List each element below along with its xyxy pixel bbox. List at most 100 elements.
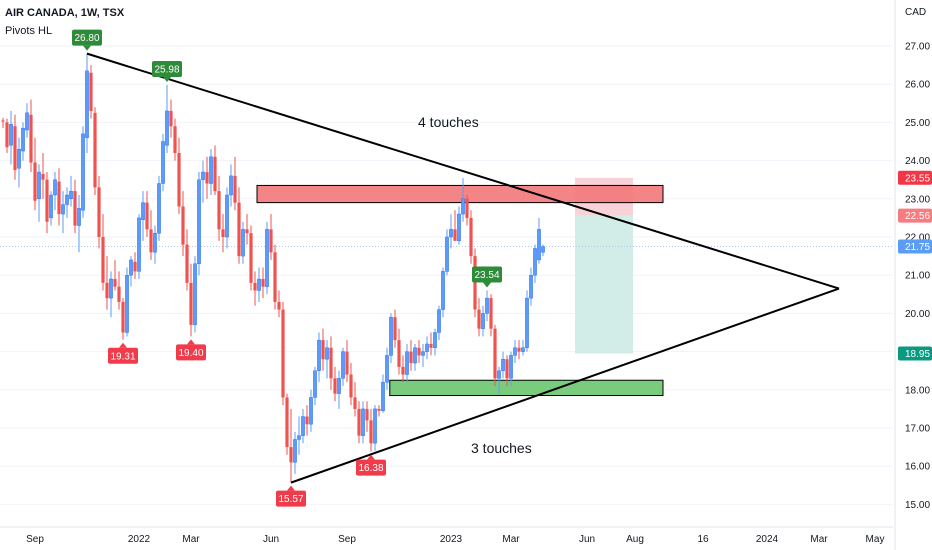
candle-body (325, 347, 329, 360)
candle-body (157, 183, 161, 234)
pivot-low-label (356, 459, 386, 476)
candle-body (85, 70, 89, 138)
candle-body (277, 301, 281, 310)
candle-body (369, 420, 373, 444)
candle-body (201, 171, 205, 180)
candle-body (89, 72, 93, 111)
candle-body (497, 370, 501, 379)
candle-body (81, 133, 85, 211)
pivot-value: 19.31 (110, 351, 135, 362)
candle-body (313, 370, 317, 398)
candle-body (377, 408, 381, 411)
y-tick-label: 24.00 (905, 156, 930, 167)
candle-body (237, 202, 241, 257)
candle-body (321, 340, 325, 360)
candle-body (77, 208, 81, 226)
candle-body (21, 127, 25, 152)
candle-body (509, 355, 513, 379)
price-tag-value: 23.55 (905, 173, 930, 184)
candle-body (165, 110, 169, 146)
candle-body (453, 229, 457, 241)
annotation-3-touches: 3 touches (471, 440, 532, 456)
pivot-high-label (72, 29, 102, 46)
candle-body (385, 355, 389, 383)
candle-body (285, 397, 289, 448)
candle-body (529, 275, 533, 299)
candle-body (261, 279, 265, 287)
candle-body (33, 162, 37, 201)
candle-body (521, 347, 525, 352)
pivot-high-label (152, 60, 182, 77)
candle-body (365, 408, 369, 421)
candle-body (525, 297, 529, 348)
candle-body (361, 408, 365, 436)
candle-body (409, 351, 413, 364)
candle-body (153, 232, 157, 253)
candle-body (289, 447, 293, 463)
candle-body (513, 347, 517, 356)
pivot-pointer (83, 45, 91, 51)
price-tag-value: 22.56 (905, 211, 930, 222)
candle-body (101, 237, 105, 283)
pivot-pointer (287, 485, 295, 491)
resistance-zone (256, 184, 664, 204)
candle-body (393, 317, 397, 341)
x-tick-label: Mar (810, 534, 828, 545)
candle-body (329, 347, 333, 379)
candle-body (41, 173, 45, 180)
candle-body (229, 175, 233, 196)
candle-body (373, 408, 377, 444)
x-axis[interactable]: Sep 2022 Mar Jun Sep 2023 Mar Jun Aug 16 2024 Mar Ma… (26, 534, 884, 545)
y-tick-label: 23.00 (905, 194, 930, 205)
pivot-high-label (472, 266, 502, 283)
candle-body (257, 278, 261, 291)
candle-body (465, 198, 469, 218)
price-tag (898, 208, 932, 223)
price-tag-value: 18.95 (905, 349, 930, 360)
candle-body (69, 190, 73, 200)
candle-body (537, 229, 541, 261)
candle-body (133, 261, 137, 272)
x-tick-label: Jun (579, 534, 595, 545)
lower-trendline (290, 287, 840, 484)
candle-body (145, 202, 149, 230)
candle-body (57, 181, 61, 215)
x-tick-label: 2023 (440, 534, 463, 545)
pivot-pointer (367, 454, 375, 460)
pivot-pointer (119, 342, 127, 348)
candle-body (177, 152, 181, 207)
candle-body (17, 148, 21, 169)
candle-body (161, 141, 165, 184)
y-tick-label: 21.00 (905, 271, 930, 282)
candle-body (29, 114, 33, 163)
candle-body (137, 217, 141, 272)
candle-body (317, 339, 321, 371)
candle-body (109, 278, 113, 299)
x-tick-label: Aug (626, 534, 644, 545)
candle-body (197, 179, 201, 264)
candle-body (381, 381, 385, 412)
candle-body (121, 301, 125, 333)
candle-body (209, 156, 213, 184)
y-axis[interactable]: 15.0016.0017.0018.0019.0020.0021.0022.00… (898, 42, 932, 511)
candle-body (125, 275, 129, 333)
candle-body (49, 194, 53, 219)
target-zone (575, 215, 633, 354)
candle-body (437, 309, 441, 333)
candle-body (45, 179, 49, 222)
price-tag (898, 239, 932, 254)
pivot-value: 25.98 (154, 64, 179, 75)
candles (1, 53, 545, 483)
candle-body (481, 313, 485, 329)
y-tick-label: 27.00 (905, 42, 930, 53)
candle-body (265, 229, 269, 287)
candle-body (185, 244, 189, 283)
candle-body (441, 271, 445, 310)
candle-body (217, 191, 221, 230)
y-tick-label: 25.00 (905, 118, 930, 129)
candle-body (205, 172, 209, 184)
y-tick-label: 20.00 (905, 309, 930, 320)
indicator-label[interactable]: Pivots HL (5, 25, 53, 37)
candle-body (305, 416, 309, 425)
